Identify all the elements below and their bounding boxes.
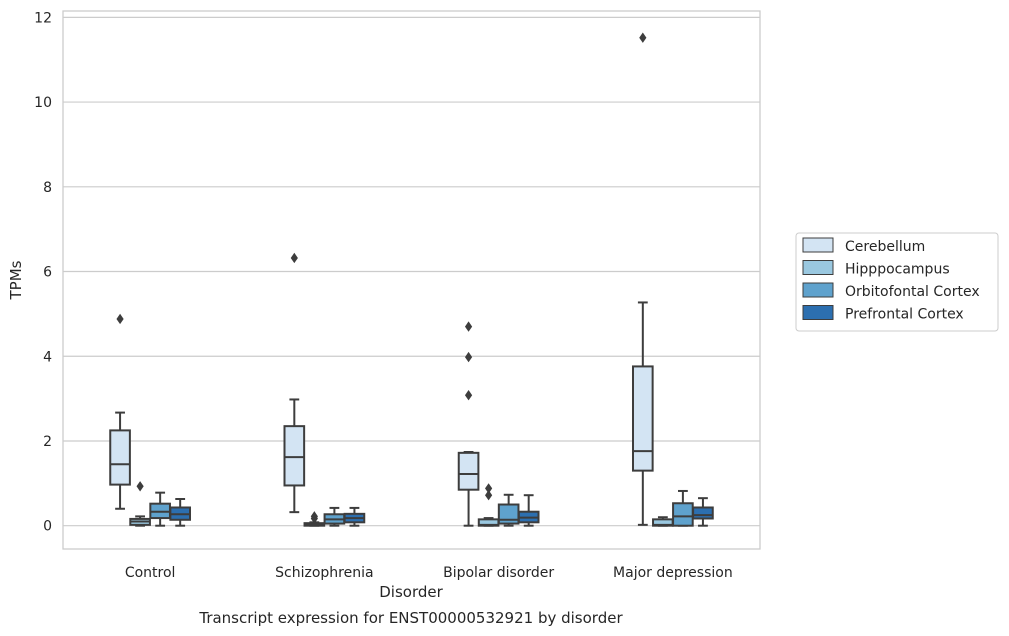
box-hipppocampus-major-depression — [652, 516, 674, 527]
outlier-point — [136, 481, 144, 492]
box-orbitofontal-cortex-major-depression — [672, 489, 694, 527]
y-tick-label: 10 — [34, 95, 52, 111]
x-tick-label: Control — [125, 565, 176, 581]
box-prefrontal-cortex-major-depression — [692, 497, 714, 527]
legend-item-hipppocampus: Hipppocampus — [802, 260, 950, 278]
chart-caption: Transcript expression for ENST0000053292… — [198, 609, 623, 627]
box-body — [283, 425, 306, 487]
y-tick-label: 6 — [43, 265, 52, 281]
legend-frame — [795, 232, 999, 332]
legend-swatch — [802, 260, 834, 275]
box-hipppocampus-schizophrenia — [303, 511, 326, 527]
box-hipppocampus-control — [129, 481, 151, 527]
box-orbitofontal-cortex-schizophrenia — [323, 506, 346, 527]
y-tick-label: 0 — [43, 519, 52, 535]
outlier-point — [485, 483, 493, 494]
box-prefrontal-cortex-control — [169, 498, 192, 527]
y-tick-label: 8 — [43, 180, 52, 196]
outlier-point — [116, 313, 124, 325]
box-body — [672, 502, 694, 527]
y-tick-label: 4 — [43, 349, 52, 365]
box-cerebellum-control — [109, 313, 131, 510]
outlier-point — [464, 321, 473, 332]
x-tick-label: Bipolar disorder — [443, 565, 554, 581]
box-hipppocampus-bipolar-disorder — [477, 483, 500, 527]
legend-label: Prefrontal Cortex — [845, 307, 964, 323]
legend-swatch — [802, 237, 834, 253]
legend-item-prefrontal-cortex: Prefrontal Cortex — [802, 305, 964, 323]
y-tick-label: 2 — [43, 434, 52, 450]
legend-swatch — [802, 305, 834, 320]
box-prefrontal-cortex-schizophrenia — [343, 506, 366, 527]
boxes — [109, 32, 714, 527]
legend-label: Hipppocampus — [845, 262, 950, 278]
legend: Cerebellum Hipppocampus Orbitofontal Corte… — [795, 232, 999, 332]
legend-label: Orbitofontal Cortex — [845, 284, 980, 300]
box-cerebellum-major-depression — [631, 32, 654, 526]
y-tick-label: 12 — [34, 10, 52, 26]
x-axis-title: Disorder — [379, 583, 443, 601]
box-orbitofontal-cortex-bipolar-disorder — [497, 493, 520, 527]
outlier-point — [464, 390, 473, 401]
x-tick-labels: Control Schizophrenia Bipolar disorder Majo… — [125, 565, 733, 581]
box-cerebellum-schizophrenia — [283, 252, 306, 514]
box-prefrontal-cortex-bipolar-disorder — [517, 494, 540, 527]
legend-item-cerebellum: Cerebellum — [802, 237, 925, 255]
box-body — [631, 365, 654, 472]
gridlines — [63, 16, 760, 527]
plot-frame — [62, 10, 761, 550]
legend-label: Cerebellum — [845, 239, 925, 255]
outlier-point — [639, 32, 647, 43]
outlier-point — [464, 351, 473, 363]
outlier-point — [290, 252, 298, 264]
box-cerebellum-bipolar-disorder — [457, 321, 480, 527]
box-body — [692, 506, 714, 520]
x-tick-label: Schizophrenia — [275, 565, 373, 581]
box-body — [109, 429, 131, 486]
legend-swatch — [802, 282, 834, 298]
box-body — [457, 451, 480, 491]
y-axis-title: TPMs — [7, 260, 25, 300]
box-orbitofontal-cortex-control — [149, 491, 171, 527]
y-tick-labels: 0 2 4 6 8 10 12 — [34, 10, 52, 534]
outlier-point — [485, 490, 493, 501]
legend-item-orbitofontal-cortex: Orbitofontal Cortex — [802, 282, 980, 300]
x-tick-label: Major depression — [613, 565, 733, 581]
outlier-point — [310, 511, 318, 522]
